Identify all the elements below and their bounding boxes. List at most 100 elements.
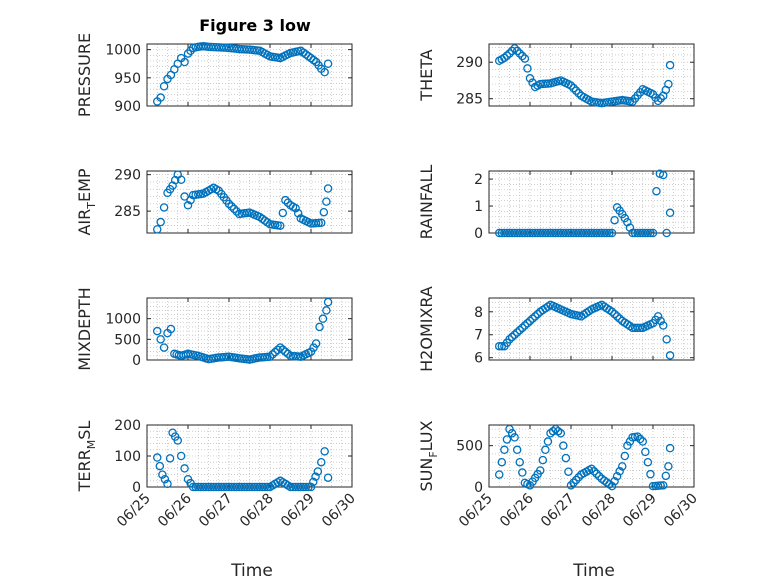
y-tick-label: 500 <box>456 439 483 455</box>
data-point <box>152 453 162 462</box>
subplot-4: 0 1 2 RAINFALL <box>417 165 695 242</box>
data-point <box>662 228 671 238</box>
data-point <box>180 57 189 67</box>
data-point <box>183 49 193 58</box>
data-point <box>638 437 648 446</box>
subplot-5: 0 500 1000 MIXDEPTH <box>75 287 353 371</box>
x-tick-label: 06/30 <box>661 491 701 531</box>
x-axis-label-left: Time <box>230 561 273 581</box>
axes-border <box>146 43 353 107</box>
data-point <box>561 453 571 463</box>
axes-border <box>146 170 353 234</box>
data-point <box>646 228 655 238</box>
data-point <box>316 457 326 467</box>
data-point <box>643 457 653 467</box>
data-point <box>564 467 573 476</box>
data-point <box>662 335 671 344</box>
data-markers <box>494 169 675 238</box>
data-point <box>574 88 583 98</box>
data-point <box>263 482 272 492</box>
data-point <box>653 481 663 491</box>
data-point <box>260 352 270 362</box>
data-point <box>566 81 576 90</box>
data-point <box>538 455 548 465</box>
y-tick-label: 200 <box>114 418 141 434</box>
data-point <box>152 225 162 234</box>
data-point <box>553 426 563 436</box>
y-tick-label: 500 <box>114 332 141 348</box>
data-point <box>536 466 545 475</box>
data-point <box>278 345 288 354</box>
data-point <box>227 202 236 211</box>
data-point <box>641 447 650 457</box>
data-point <box>592 469 601 479</box>
y-tick-label: 285 <box>114 204 141 220</box>
data-markers <box>152 297 333 364</box>
data-point <box>520 54 530 63</box>
data-point <box>507 429 517 438</box>
data-point <box>163 479 172 489</box>
subplot-3: 285 290 AIRTEMP <box>75 168 353 236</box>
y-tick-label: 6 <box>474 351 483 367</box>
data-point <box>497 457 507 467</box>
y-axis-label: AIRTEMP <box>75 168 98 235</box>
data-point <box>633 432 642 441</box>
y-tick-label: 2 <box>474 172 483 188</box>
data-point <box>664 79 673 89</box>
data-point <box>291 203 300 213</box>
data-point <box>607 228 617 238</box>
y-tick-label: 0 <box>474 226 483 242</box>
data-point <box>156 93 165 102</box>
y-tick-label: 100 <box>114 449 141 465</box>
data-point <box>653 96 663 106</box>
data-markers <box>152 170 333 234</box>
y-tick-label: 0 <box>474 480 483 496</box>
data-point <box>515 457 525 467</box>
data-point <box>656 94 665 103</box>
data-point <box>229 204 239 214</box>
data-point <box>523 64 532 73</box>
x-axis-label-right: Time <box>572 561 615 581</box>
data-point <box>594 472 604 481</box>
y-axis-label: H2OMIXRA <box>417 286 436 372</box>
data-point <box>323 473 333 482</box>
data-point <box>322 306 331 315</box>
data-point <box>155 461 165 471</box>
y-tick-label: 950 <box>114 71 141 87</box>
y-axis-label: THETA <box>417 49 436 101</box>
data-point <box>173 436 182 445</box>
y-axis-label: RAINFALL <box>417 165 436 240</box>
grid <box>147 425 352 487</box>
data-point <box>646 469 655 479</box>
data-point <box>304 482 313 492</box>
data-point <box>574 473 583 482</box>
data-point <box>523 319 532 328</box>
data-point <box>152 326 162 336</box>
data-point <box>607 481 617 491</box>
data-point <box>313 467 323 476</box>
figure-title: Figure 3 low <box>199 16 311 35</box>
data-point <box>602 228 612 238</box>
data-point <box>275 343 285 352</box>
data-point <box>510 44 519 53</box>
data-point <box>306 347 316 356</box>
data-point <box>635 434 645 444</box>
data-markers <box>494 424 675 491</box>
y-tick-label: 290 <box>114 168 141 184</box>
data-point <box>648 228 658 238</box>
data-point <box>311 218 321 228</box>
data-point <box>159 203 169 212</box>
data-point <box>306 482 316 492</box>
data-point <box>232 207 241 216</box>
grid <box>489 171 694 233</box>
axes-border <box>146 297 353 361</box>
data-point <box>316 218 326 228</box>
data-point <box>656 316 665 326</box>
data-point <box>635 323 645 333</box>
data-markers <box>152 42 333 106</box>
data-point <box>665 208 675 218</box>
data-point <box>546 429 555 438</box>
data-point <box>309 343 318 352</box>
x-tick-label: 06/27 <box>538 491 578 531</box>
